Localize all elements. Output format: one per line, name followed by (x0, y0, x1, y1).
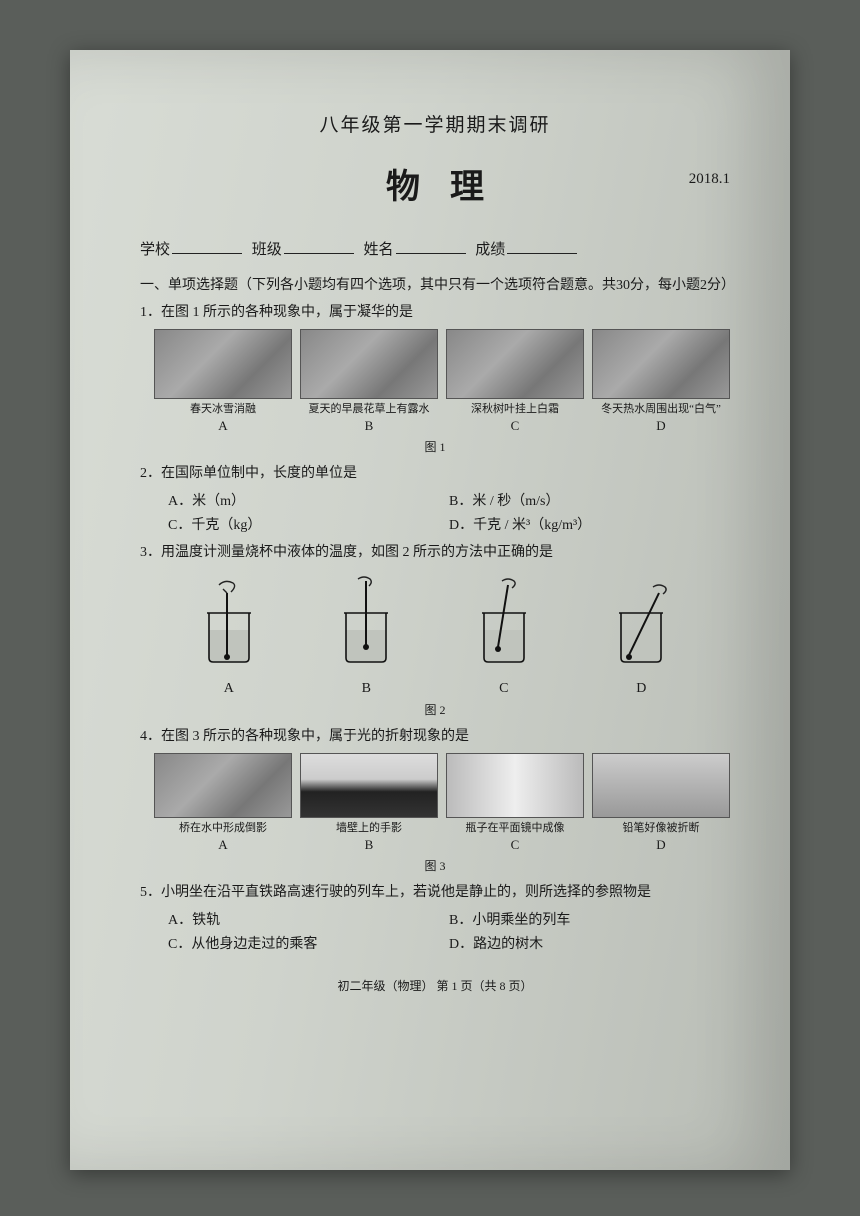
q3-letter-c: C (454, 681, 554, 697)
q5-stem: 5．小明坐在沿平直铁路高速行驶的列车上，若说他是静止的，则所选择的参照物是 (140, 882, 730, 903)
subject-text: 物理 (356, 159, 514, 208)
q1-img-a (154, 329, 292, 399)
score-label: 成绩 (475, 242, 505, 258)
q3-images: A B C (140, 567, 730, 697)
q3-img-d (601, 575, 681, 670)
q2-options: A．米（m） B．米 / 秒（m/s） C．千克（kg） D．千克 / 米³（k… (140, 488, 730, 536)
q1-letter-b: B (300, 418, 438, 434)
q3-letter-b: B (316, 681, 416, 697)
q4-img-a (154, 753, 292, 818)
q1-img-d (592, 329, 730, 399)
q5-opt-c: C．从他身边走过的乘客 (168, 933, 449, 953)
q3-img-c (464, 575, 544, 670)
q4-cap-a: 桥在水中形成倒影 (154, 822, 292, 835)
q1-cap-c: 深秋树叶挂上白霜 (446, 403, 584, 416)
q4-opt-a: 桥在水中形成倒影 A (154, 753, 292, 853)
q1-cap-b: 夏天的早晨花草上有露水 (300, 403, 438, 416)
q1-cap-d: 冬天热水周围出现“白气” (592, 403, 730, 416)
class-blank[interactable] (284, 240, 354, 254)
q2-opt-d: D．千克 / 米³（kg/m³） (449, 514, 730, 534)
q1-opt-c: 深秋树叶挂上白霜 C (446, 329, 584, 434)
q3-opt-d: D (591, 575, 691, 697)
q4-letter-b: B (300, 837, 438, 853)
q5-opt-b: B．小明乘坐的列车 (449, 909, 730, 929)
q4-img-d (592, 753, 730, 818)
q1-opt-d: 冬天热水周围出现“白气” D (592, 329, 730, 434)
q4-letter-c: C (446, 837, 584, 853)
exam-page: 八年级第一学期期末调研 物理 2018.1 学校 班级 姓名 成绩 一、单项选择… (70, 50, 790, 1170)
q4-cap-b: 墙壁上的手影 (300, 822, 438, 835)
subject-row: 物理 2018.1 (140, 159, 730, 208)
q4-opt-d: 铅笔好像被折断 D (592, 753, 730, 853)
q3-opt-c: C (454, 575, 554, 697)
class-label: 班级 (252, 242, 282, 258)
q4-opt-c: 瓶子在平面镜中成像 C (446, 753, 584, 853)
school-label: 学校 (140, 242, 170, 258)
q1-letter-a: A (154, 418, 292, 434)
q3-img-b (326, 575, 406, 670)
student-info-line: 学校 班级 姓名 成绩 (140, 238, 730, 259)
q4-img-b (300, 753, 438, 818)
q3-opt-b: B (316, 575, 416, 697)
q1-letter-c: C (446, 418, 584, 434)
q1-img-b (300, 329, 438, 399)
q3-letter-a: A (179, 681, 279, 697)
school-blank[interactable] (172, 240, 242, 254)
q5-opt-d: D．路边的树木 (449, 933, 730, 953)
q3-opt-a: A (179, 575, 279, 697)
section-1-heading: 一、单项选择题（下列各小题均有四个选项，其中只有一个选项符合题意。共30分，每小… (140, 275, 730, 296)
q4-img-c (446, 753, 584, 818)
q4-letter-d: D (592, 837, 730, 853)
q4-letter-a: A (154, 837, 292, 853)
exam-title: 八年级第一学期期末调研 (140, 110, 730, 137)
q1-opt-b: 夏天的早晨花草上有露水 B (300, 329, 438, 434)
q1-img-c (446, 329, 584, 399)
q1-cap-a: 春天冰雪消融 (154, 403, 292, 416)
q5-options: A．铁轨 B．小明乘坐的列车 C．从他身边走过的乘客 D．路边的树木 (140, 907, 730, 955)
q5-opt-a: A．铁轨 (168, 909, 449, 929)
q2-opt-a: A．米（m） (168, 490, 449, 510)
name-label: 姓名 (364, 242, 394, 258)
q2-opt-c: C．千克（kg） (168, 514, 449, 534)
q2-stem: 2．在国际单位制中，长度的单位是 (140, 463, 730, 484)
q4-fig-label: 图 3 (140, 857, 730, 874)
q4-opt-b: 墙壁上的手影 B (300, 753, 438, 853)
q4-cap-d: 铅笔好像被折断 (592, 822, 730, 835)
q4-images: 桥在水中形成倒影 A 墙壁上的手影 B 瓶子在平面镜中成像 C 铅笔好像被折断 … (140, 753, 730, 853)
page-footer: 初二年级（物理） 第 1 页（共 8 页） (140, 977, 730, 994)
q3-fig-label: 图 2 (140, 701, 730, 718)
q4-stem: 4．在图 3 所示的各种现象中，属于光的折射现象的是 (140, 726, 730, 747)
q1-fig-label: 图 1 (140, 438, 730, 455)
q1-images: 春天冰雪消融 A 夏天的早晨花草上有露水 B 深秋树叶挂上白霜 C 冬天热水周围… (140, 329, 730, 434)
q1-letter-d: D (592, 418, 730, 434)
q1-stem: 1．在图 1 所示的各种现象中，属于凝华的是 (140, 302, 730, 323)
q3-stem: 3．用温度计测量烧杯中液体的温度，如图 2 所示的方法中正确的是 (140, 542, 730, 563)
q2-opt-b: B．米 / 秒（m/s） (449, 490, 730, 510)
q1-opt-a: 春天冰雪消融 A (154, 329, 292, 434)
q3-img-a (189, 575, 269, 670)
exam-date: 2018.1 (689, 171, 730, 188)
q3-letter-d: D (591, 681, 691, 697)
score-blank[interactable] (507, 240, 577, 254)
q4-cap-c: 瓶子在平面镜中成像 (446, 822, 584, 835)
name-blank[interactable] (396, 240, 466, 254)
